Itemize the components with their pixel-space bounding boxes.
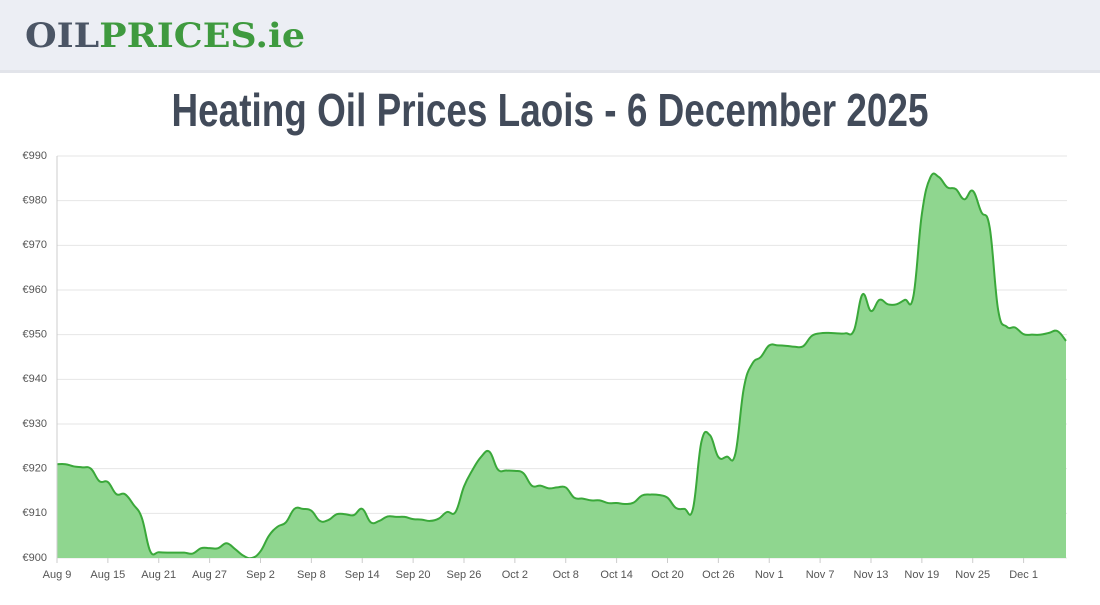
x-tick-label: Dec 1: [1009, 569, 1038, 581]
x-tick-label: Sep 2: [246, 569, 275, 581]
header-shadow: [0, 70, 1100, 73]
x-tick-label: Sep 26: [447, 569, 482, 581]
x-tick-label: Sep 14: [345, 569, 380, 581]
x-tick-label: Oct 26: [702, 569, 734, 581]
x-tick-label: Oct 14: [600, 569, 632, 581]
logo[interactable]: OIL PRICES.ie: [25, 16, 305, 56]
plot-area: [57, 172, 1067, 558]
x-tick-label: Aug 27: [192, 569, 227, 581]
y-tick-label: €950: [23, 329, 47, 341]
x-tick-label: Aug 15: [90, 569, 125, 581]
x-tick-label: Nov 19: [904, 569, 939, 581]
header-bar: [0, 0, 1100, 70]
x-tick-label: Oct 2: [502, 569, 528, 581]
x-tick-label: Oct 20: [651, 569, 683, 581]
y-tick-label: €900: [23, 552, 47, 564]
logo-right[interactable]: PRICES.ie: [99, 16, 305, 56]
price-line: [57, 172, 1067, 558]
x-tick-label: Nov 25: [955, 569, 990, 581]
y-tick-label: €920: [23, 463, 47, 475]
y-tick-label: €980: [23, 195, 47, 207]
chart-title: Heating Oil Prices Laois - 6 December 20…: [172, 84, 929, 136]
axes: €900 €910 €920 €930 €940 €950 €960 €970 €980 €990…: [23, 150, 1038, 581]
x-tick-label: Aug 21: [141, 569, 176, 581]
y-tick-label: €990: [23, 150, 47, 162]
y-tick-label: €960: [23, 284, 47, 296]
y-tick-label: €910: [23, 507, 47, 519]
x-tick-label: Nov 7: [806, 569, 835, 581]
price-area: [57, 173, 1066, 558]
x-tick-label: Aug 9: [43, 569, 72, 581]
y-tick-label: €970: [23, 239, 47, 251]
x-tick-label: Oct 8: [553, 569, 579, 581]
logo-left[interactable]: OIL: [25, 16, 99, 56]
x-tick-label: Nov 13: [854, 569, 889, 581]
y-tick-label: €940: [23, 373, 47, 385]
y-tick-label: €930: [23, 418, 47, 430]
x-tick-label: Nov 1: [755, 569, 784, 581]
x-tick-label: Sep 8: [297, 569, 326, 581]
x-tick-label: Sep 20: [396, 569, 431, 581]
